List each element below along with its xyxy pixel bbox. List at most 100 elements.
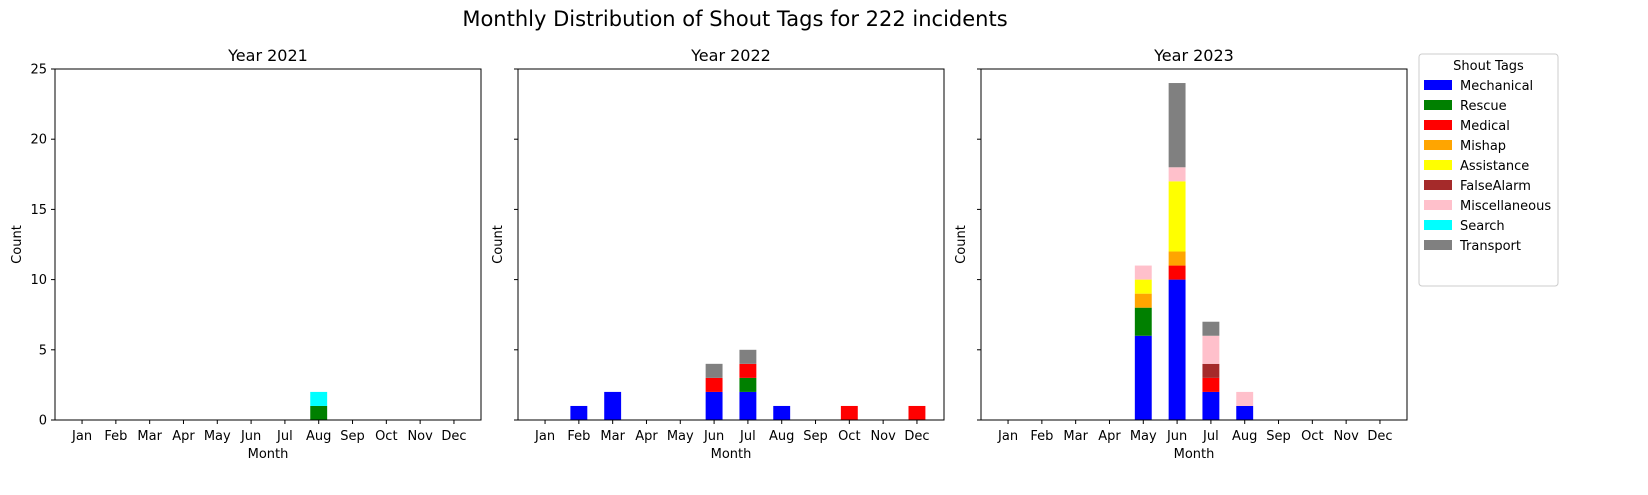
bar-search-aug [310, 391, 328, 406]
bars [570, 349, 926, 420]
bar-rescue-may [1134, 307, 1152, 336]
legend-swatch [1424, 160, 1452, 170]
y-tick-label: 5 [39, 343, 47, 358]
bars [310, 391, 328, 420]
legend-label: Mishap [1460, 139, 1506, 154]
legend-item-medical: Medical [1424, 119, 1510, 134]
panel-1: Year 2021 Jan Feb Mar Apr May Jun Jul Aug Sep Oct N… [10, 46, 482, 462]
bar-mechanical-aug [1236, 405, 1254, 420]
x-tick-label: Oct [1301, 429, 1323, 444]
y-tick-label: 25 [30, 63, 47, 78]
panel-title: Year 2021 [227, 46, 308, 65]
x-tick-label: Feb [104, 429, 127, 444]
legend-swatch [1424, 200, 1452, 210]
axes-frame [980, 68, 1408, 421]
panel-2: Year 2022 Jan Feb Mar Apr May Jun Jul Aug Sep Oct N… [491, 46, 945, 462]
x-tick-label: Sep [803, 429, 828, 444]
bar-assistance-may [1134, 279, 1152, 294]
y-tick-label: 10 [30, 273, 47, 288]
chart-title: Monthly Distribution of Shout Tags for 2… [462, 7, 1007, 31]
bar-miscellaneous-jul [1202, 335, 1220, 364]
axes-frame [54, 68, 482, 421]
x-tick-label: Jun [1166, 429, 1187, 444]
bar-mechanical-jul [1202, 391, 1220, 420]
x-tick-label: Apr [172, 429, 195, 444]
legend-label: Rescue [1460, 99, 1507, 114]
x-tick-label: Dec [904, 429, 929, 444]
x-tick-label: Mar [600, 429, 625, 444]
x-axis-label: Month [248, 447, 289, 462]
legend-swatch [1424, 180, 1452, 190]
bar-transport-jul [1202, 321, 1220, 336]
legend-item-search: Search [1424, 219, 1505, 234]
legend-swatch [1424, 240, 1452, 250]
bar-transport-jun [1168, 83, 1186, 168]
legend-label: Miscellaneous [1460, 199, 1551, 214]
legend-title: Shout Tags [1453, 59, 1524, 74]
bar-mechanical-jun [705, 391, 723, 420]
legend-label: Assistance [1460, 159, 1529, 174]
legend-label: Transport [1459, 239, 1521, 254]
bar-miscellaneous-jun [1168, 167, 1186, 182]
panel-3: Year 2023 Jan Feb Mar Apr May Jun Jul Aug Sep Oct N… [954, 46, 1408, 462]
x-tick-label: Dec [441, 429, 466, 444]
legend-label: Mechanical [1460, 79, 1533, 94]
legend-label: FalseAlarm [1460, 179, 1531, 194]
legend-label: Medical [1460, 119, 1510, 134]
axes-frame [517, 68, 945, 421]
panel-title: Year 2022 [690, 46, 771, 65]
y-axis-label: Count [491, 225, 506, 264]
y-axis-label: Count [954, 225, 969, 264]
x-tick-label: Sep [340, 429, 365, 444]
bar-medical-dec [908, 405, 926, 420]
x-tick-label: Nov [407, 429, 433, 444]
legend-swatch [1424, 220, 1452, 230]
bars [1134, 83, 1254, 420]
bar-medical-oct [840, 405, 858, 420]
bar-miscellaneous-may [1134, 265, 1152, 280]
bar-mechanical-may [1134, 335, 1152, 420]
bar-transport-jun [705, 363, 723, 378]
x-tick-label: Aug [306, 429, 331, 444]
bar-medical-jul [739, 363, 757, 378]
x-tick-label: Jan [71, 429, 92, 444]
x-tick-label: Nov [1333, 429, 1359, 444]
bar-mechanical-feb [570, 405, 588, 420]
legend-swatch [1424, 120, 1452, 130]
bar-mechanical-mar [604, 391, 622, 420]
x-tick-label: Apr [1098, 429, 1121, 444]
x-tick-label: Feb [567, 429, 590, 444]
legend: Shout Tags Mechanical Rescue Medical Mishap A… [1418, 53, 1559, 287]
bar-mechanical-jul [739, 391, 757, 420]
x-tick-label: Jul [276, 429, 293, 444]
x-tick-label: Apr [635, 429, 658, 444]
y-tick-label: 0 [39, 414, 47, 429]
x-tick-label: Oct [375, 429, 397, 444]
bar-rescue-aug [310, 405, 328, 420]
bar-medical-jul [1202, 377, 1220, 392]
bar-assistance-jun [1168, 181, 1186, 252]
bar-mishap-may [1134, 293, 1152, 308]
legend-item-falsealarm: FalseAlarm [1424, 179, 1531, 194]
bar-transport-jul [739, 349, 757, 364]
x-axis-label: Month [711, 447, 752, 462]
panel-title: Year 2023 [1153, 46, 1234, 65]
x-tick-label: Dec [1367, 429, 1392, 444]
x-tick-label: Aug [1232, 429, 1257, 444]
bar-medical-jun [1168, 265, 1186, 280]
x-tick-label: Jun [240, 429, 261, 444]
x-tick-label: Feb [1030, 429, 1053, 444]
bar-falsealarm-jul [1202, 363, 1220, 378]
y-tick-label: 15 [30, 203, 47, 218]
x-tick-label: Nov [870, 429, 896, 444]
bar-mishap-jun [1168, 251, 1186, 266]
x-axis-label: Month [1174, 447, 1215, 462]
x-tick-label: May [204, 429, 231, 444]
legend-item-assistance: Assistance [1424, 159, 1529, 174]
legend-item-mechanical: Mechanical [1424, 79, 1533, 94]
y-tick-label: 20 [30, 133, 47, 148]
x-tick-label: Jan [997, 429, 1018, 444]
x-tick-label: Mar [137, 429, 162, 444]
legend-box [1418, 53, 1559, 287]
